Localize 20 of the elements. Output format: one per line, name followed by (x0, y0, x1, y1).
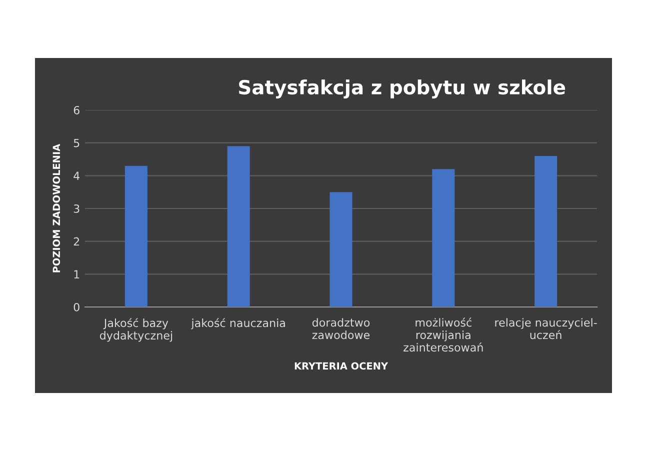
bar (432, 169, 455, 307)
bar (124, 166, 148, 307)
x-tick-label: doradztwo zawodowe (312, 318, 370, 340)
y-tick-label: 0 (74, 302, 80, 312)
y-tick-label: 1 (74, 270, 80, 278)
bar (330, 192, 352, 307)
y-tick-label: 5 (74, 138, 80, 148)
x-tick-label: relacje nauczyciel- uczeń (495, 318, 597, 340)
y-axis-title: POZIOM ZADOWOLENIA (52, 144, 60, 272)
bar (227, 146, 250, 307)
x-tick-label: możliwość rozwijania zainteresowań (404, 318, 483, 352)
y-tick-label: 6 (74, 106, 80, 114)
y-tick-label: 2 (74, 237, 80, 246)
x-tick-label: Jakość bazy dydaktycznej (100, 318, 172, 342)
y-tick-label: 3 (74, 204, 80, 213)
y-tick-label: 4 (74, 172, 80, 180)
bar (534, 156, 558, 307)
x-axis-title: KRYTERIA OCENY (294, 362, 388, 370)
chart-title: Satysfakcja z pobytu w szkole (239, 80, 566, 98)
x-tick-label: jakość nauczania (191, 318, 285, 330)
